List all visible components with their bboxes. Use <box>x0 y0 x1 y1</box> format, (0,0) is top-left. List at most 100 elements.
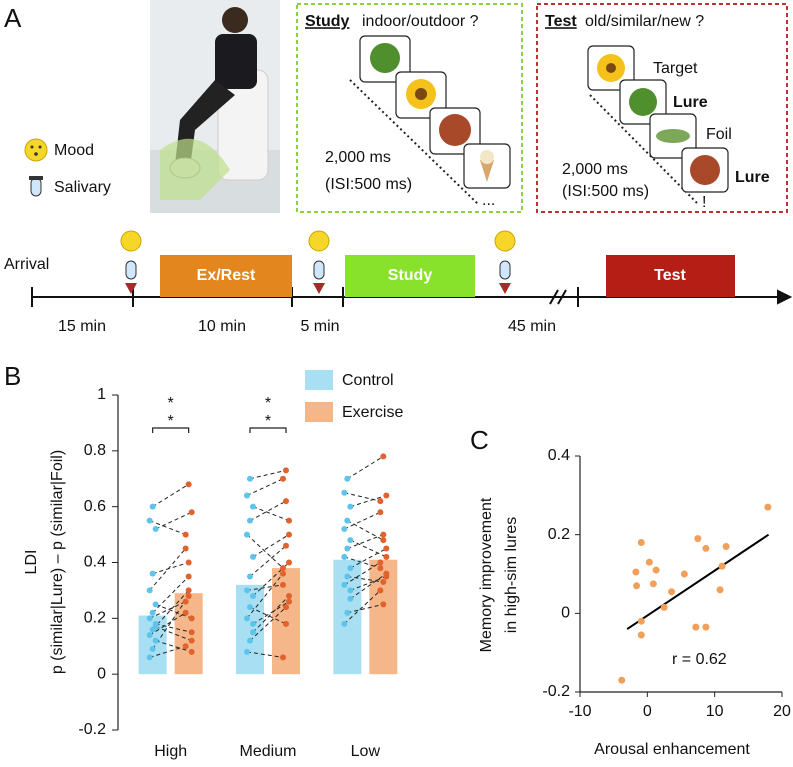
subject-point <box>149 570 156 577</box>
y-tick-label: -0.2 <box>542 683 570 700</box>
pair-line <box>149 612 186 636</box>
timing: 2,000 ms <box>325 149 391 166</box>
study-question: indoor/outdoor ? <box>362 13 479 30</box>
subject-point <box>247 475 253 482</box>
subject-point <box>377 559 384 566</box>
subject-point <box>383 545 390 552</box>
pair-line <box>246 584 284 591</box>
point <box>632 568 640 576</box>
pair-line <box>149 548 187 591</box>
legend-label: Control <box>342 372 394 389</box>
pair-line <box>246 534 284 569</box>
subject-point <box>188 648 195 655</box>
item-label: Target <box>653 60 698 77</box>
subject-point <box>244 587 250 594</box>
subject-point <box>185 481 192 488</box>
subject-point <box>250 553 256 560</box>
subject-point <box>283 604 289 611</box>
pair-line <box>249 469 287 480</box>
subject-point <box>383 492 390 499</box>
pair-line <box>152 595 190 650</box>
y-axis-title: in high-sim lures <box>503 517 520 633</box>
duration: 10 min <box>198 318 246 335</box>
bar <box>174 593 203 675</box>
subject-point <box>341 620 348 627</box>
y-axis-title: p (similar|Lure) – p (similar|Foil) <box>49 450 66 674</box>
subject-point <box>341 581 348 588</box>
pair-line <box>249 545 287 577</box>
subject-point <box>182 545 189 552</box>
pair-line <box>350 539 387 558</box>
subject-point <box>380 531 387 538</box>
subject-point <box>377 565 384 572</box>
point <box>764 503 772 511</box>
point <box>692 623 700 631</box>
subject-point <box>250 503 256 510</box>
y-tick-label: 1 <box>97 386 106 403</box>
point <box>645 558 653 566</box>
subject-point <box>347 587 354 594</box>
bar <box>236 584 264 675</box>
subject-point <box>182 531 189 538</box>
subject-point <box>286 559 292 566</box>
point <box>652 566 660 574</box>
subject-point <box>146 517 153 524</box>
subject-point <box>341 489 348 496</box>
point <box>637 617 645 625</box>
pair-line <box>252 601 290 625</box>
subject-point <box>250 620 256 627</box>
x-tick-label: -10 <box>568 703 591 720</box>
subject-point <box>286 593 292 599</box>
subject-point <box>247 604 253 611</box>
pair-line <box>347 455 384 480</box>
subject-point <box>188 509 195 516</box>
subject-point <box>380 579 387 586</box>
subject-point <box>185 559 192 566</box>
legend-label: Exercise <box>342 404 403 421</box>
phase-label: Test <box>654 267 686 284</box>
stimulus-cards <box>587 45 729 193</box>
subject-point <box>188 629 195 636</box>
subject-point <box>247 637 253 644</box>
phase-box <box>606 255 735 297</box>
point <box>668 588 676 596</box>
pair-line <box>155 511 192 530</box>
subject-point <box>383 553 390 560</box>
point <box>637 539 645 547</box>
pair-line <box>350 495 387 508</box>
subject-point <box>344 573 351 580</box>
pair-line <box>252 534 290 558</box>
y-tick-label: 0.2 <box>84 610 106 627</box>
subject-point <box>244 531 250 538</box>
pair-line <box>252 562 290 597</box>
phase-label: Ex/Rest <box>197 267 256 284</box>
legend-label: Salivary <box>54 179 111 196</box>
y-tick-label: 0 <box>97 665 106 682</box>
significance-bracket <box>152 427 190 433</box>
subject-point <box>149 609 156 616</box>
item-label: Lure <box>735 169 770 186</box>
point <box>649 580 657 588</box>
point <box>716 586 724 594</box>
subject-point <box>286 598 292 605</box>
subject-point <box>344 545 351 552</box>
test-title: Test <box>545 13 577 30</box>
subject-point <box>347 503 354 510</box>
subject-point <box>244 492 250 499</box>
point <box>702 623 710 631</box>
more: ! <box>702 194 706 211</box>
subject-point <box>146 587 153 594</box>
subject-point <box>146 615 153 622</box>
panel-label: C <box>470 425 489 455</box>
y-tick-label: 0.2 <box>548 526 570 543</box>
pair-line <box>155 640 192 653</box>
y-tick-label: 0.4 <box>548 447 570 464</box>
subject-point <box>244 615 250 622</box>
legend-label: Mood <box>54 142 94 159</box>
duration: 5 min <box>300 318 339 335</box>
subject-point <box>280 475 286 482</box>
y-axis-title: Memory improvement <box>478 497 495 652</box>
pair-line <box>246 651 284 658</box>
significance: * <box>265 395 271 412</box>
